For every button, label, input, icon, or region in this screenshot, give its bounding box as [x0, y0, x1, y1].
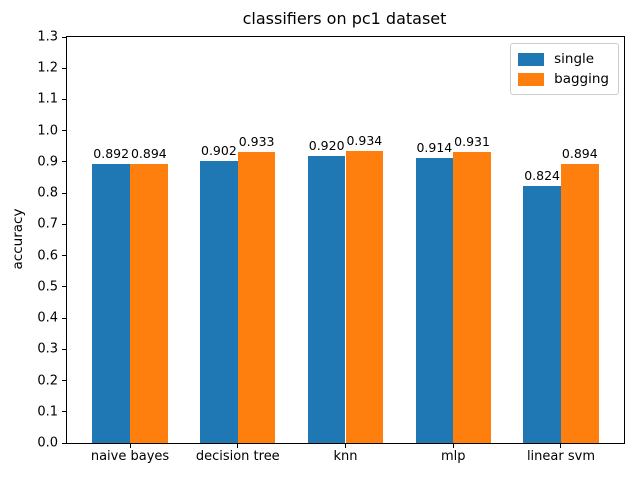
x-tick-label-naive-bayes: naive bayes — [90, 449, 170, 464]
x-tick-label-linear-svm: linear svm — [526, 449, 595, 464]
y-tick-mark — [62, 130, 66, 132]
bar-bagging-decision-tree — [237, 151, 276, 443]
bar-value-label: 0.931 — [454, 134, 490, 150]
bar-value-label: 0.892 — [93, 146, 130, 162]
y-tick-mark — [62, 223, 66, 225]
y-tick-label: 0.7 — [37, 216, 58, 232]
legend-swatch-bagging — [518, 72, 545, 86]
y-tick-label: 0.2 — [37, 373, 58, 389]
bar-value-label: 0.824 — [524, 167, 561, 183]
x-tick-mark — [129, 444, 131, 448]
bar-value-label: 0.894 — [130, 145, 167, 161]
y-tick-mark — [62, 411, 66, 413]
bar-single-knn — [307, 155, 346, 443]
y-tick-label: 1.0 — [37, 123, 58, 139]
legend: single bagging — [510, 43, 619, 95]
bar-value-label: 0.933 — [238, 133, 275, 149]
bar-value-label: 0.902 — [201, 143, 237, 159]
x-tick-label-knn: knn — [333, 449, 358, 464]
chart-title: classifiers on pc1 dataset — [242, 9, 447, 28]
x-tick-label-decision-tree: decision tree — [195, 449, 280, 464]
y-tick-mark — [62, 255, 66, 257]
y-tick-label: 1.3 — [37, 29, 58, 45]
bar-single-linear-svm — [523, 185, 561, 443]
x-tick-label-mlp: mlp — [440, 449, 466, 464]
y-tick-mark — [62, 192, 66, 194]
y-tick-mark — [62, 161, 66, 163]
y-tick-label: 0.9 — [37, 154, 58, 170]
x-tick-mark — [237, 444, 239, 448]
y-tick-label: 0.8 — [37, 185, 58, 201]
y-tick-mark — [62, 98, 66, 100]
plot-area: single bagging 0.0 0.1 0.2 0.3 0.4 0.5 0.6 0.7 0.… — [37, 30, 625, 464]
legend-swatch-single — [518, 52, 545, 66]
y-tick-mark — [62, 442, 66, 444]
y-tick-mark — [62, 67, 66, 69]
legend-label-bagging: bagging — [554, 71, 609, 87]
x-tick-mark — [345, 444, 346, 448]
bar-value-label: 0.934 — [346, 133, 383, 149]
y-tick-mark — [62, 317, 66, 319]
bar-bagging-mlp — [453, 152, 491, 443]
legend-item-bagging: bagging — [518, 69, 609, 89]
y-tick-label: 0.4 — [37, 310, 58, 326]
y-tick-mark — [62, 380, 66, 382]
legend-label-single: single — [554, 51, 595, 67]
bar-single-naive-bayes — [92, 164, 131, 443]
legend-item-single: single — [518, 49, 609, 69]
y-tick-mark — [62, 286, 66, 288]
x-tick-mark — [452, 444, 454, 448]
bar-bagging-linear-svm — [560, 163, 599, 443]
y-tick-label: 0.1 — [37, 404, 58, 420]
y-tick-label: 0.0 — [37, 435, 58, 451]
y-tick-label: 1.2 — [37, 60, 58, 76]
bar-bagging-knn — [345, 151, 384, 443]
x-tick-mark — [560, 444, 562, 448]
y-tick-label: 0.6 — [37, 248, 58, 264]
bar-single-decision-tree — [200, 161, 238, 443]
y-axis-label: accuracy — [10, 208, 26, 270]
bar-value-label: 0.914 — [416, 139, 453, 155]
bar-bagging-naive-bayes — [130, 163, 168, 443]
y-tick-label: 0.3 — [37, 341, 58, 357]
bar-value-label: 0.894 — [561, 145, 598, 161]
y-tick-label: 0.5 — [37, 279, 58, 295]
y-tick-label: 1.1 — [37, 91, 58, 107]
y-tick-mark — [62, 36, 66, 38]
y-tick-mark — [62, 348, 66, 350]
bar-single-mlp — [415, 157, 454, 443]
bar-value-label: 0.920 — [308, 137, 345, 153]
